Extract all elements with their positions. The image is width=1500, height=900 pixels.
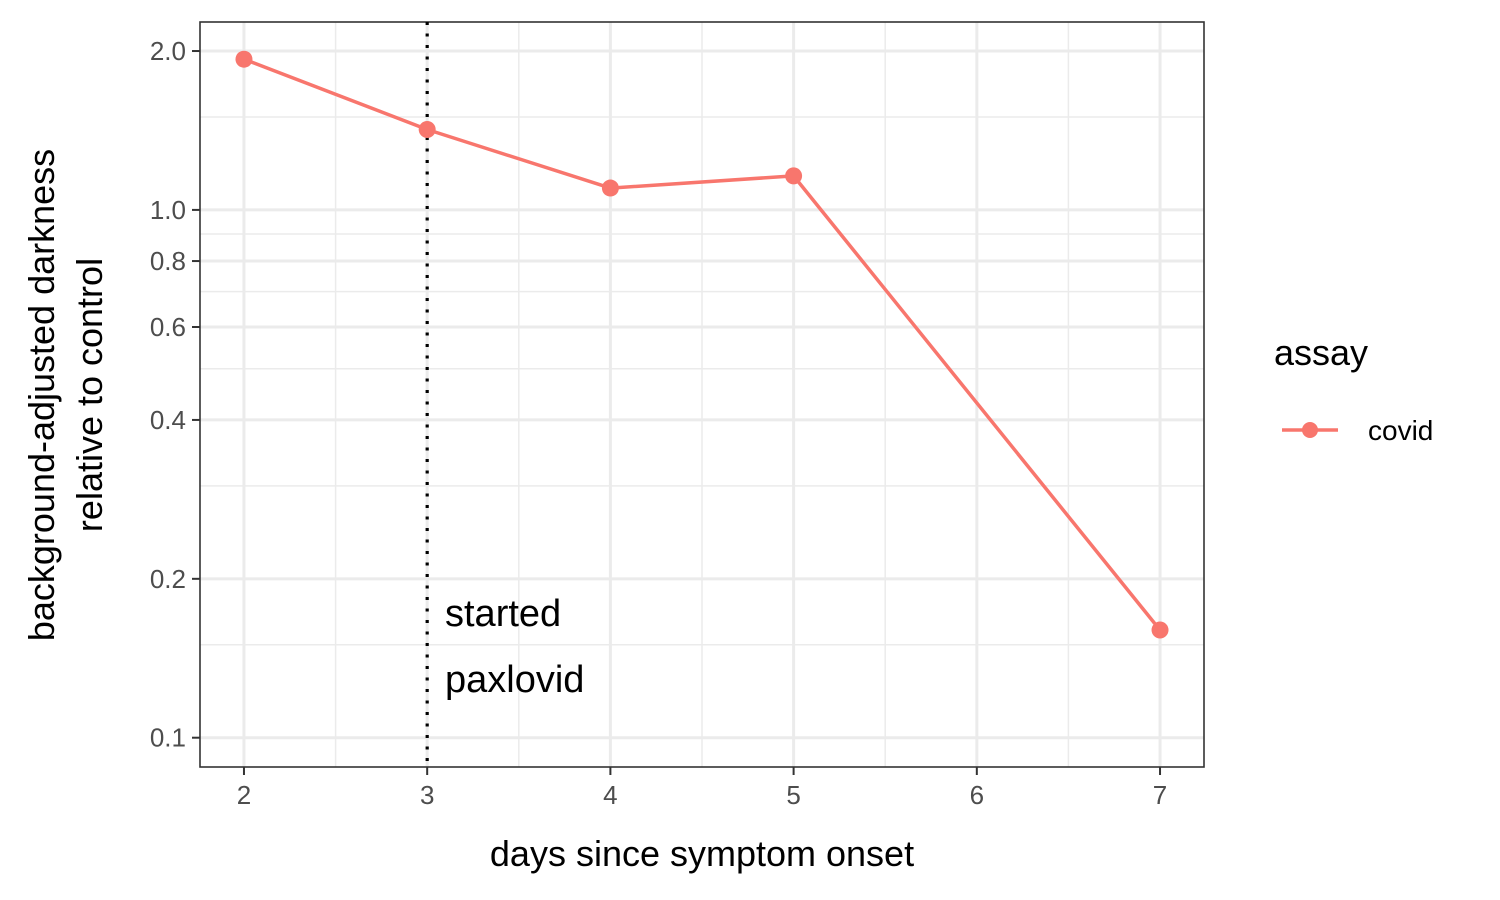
y-tick-label: 0.2 xyxy=(150,564,186,594)
data-point xyxy=(785,167,803,185)
data-point xyxy=(1151,621,1169,639)
y-axis-title-line-1: background-adjusted darkness xyxy=(21,149,62,641)
y-tick-label: 0.1 xyxy=(150,723,186,753)
y-tick-label: 0.6 xyxy=(150,312,186,342)
annotation-layer: started paxlovid xyxy=(445,593,584,701)
legend: assay covid xyxy=(1274,332,1433,446)
legend-label-covid: covid xyxy=(1368,415,1433,446)
x-tick-label: 2 xyxy=(237,780,251,810)
y-axis-title-line-2: relative to control xyxy=(69,258,110,532)
y-axis: 0.1 0.2 0.4 0.6 0.8 1.0 2.0 xyxy=(150,36,200,753)
data-point xyxy=(235,50,253,68)
x-axis-title: days since symptom onset xyxy=(490,833,914,874)
x-tick-label: 5 xyxy=(786,780,800,810)
legend-key-point xyxy=(1302,422,1318,438)
x-axis: 2 3 4 5 6 7 xyxy=(237,767,1167,810)
data-point xyxy=(601,179,619,197)
panel-border xyxy=(199,21,1205,768)
data-point xyxy=(418,121,436,139)
y-tick-label: 0.4 xyxy=(150,405,186,435)
y-axis-title: background-adjusted darkness relative to… xyxy=(21,149,110,641)
y-tick-label: 2.0 xyxy=(150,36,186,66)
y-tick-label: 0.8 xyxy=(150,246,186,276)
x-tick-label: 4 xyxy=(603,780,617,810)
x-tick-label: 3 xyxy=(420,780,434,810)
x-tick-label: 6 xyxy=(970,780,984,810)
plot-panel xyxy=(199,21,1205,768)
series-layer xyxy=(235,22,1169,767)
legend-title: assay xyxy=(1274,332,1368,373)
x-tick-label: 7 xyxy=(1153,780,1167,810)
annotation-line-1: started xyxy=(445,593,561,635)
annotation-line-2: paxlovid xyxy=(445,659,584,701)
y-tick-label: 1.0 xyxy=(150,195,186,225)
